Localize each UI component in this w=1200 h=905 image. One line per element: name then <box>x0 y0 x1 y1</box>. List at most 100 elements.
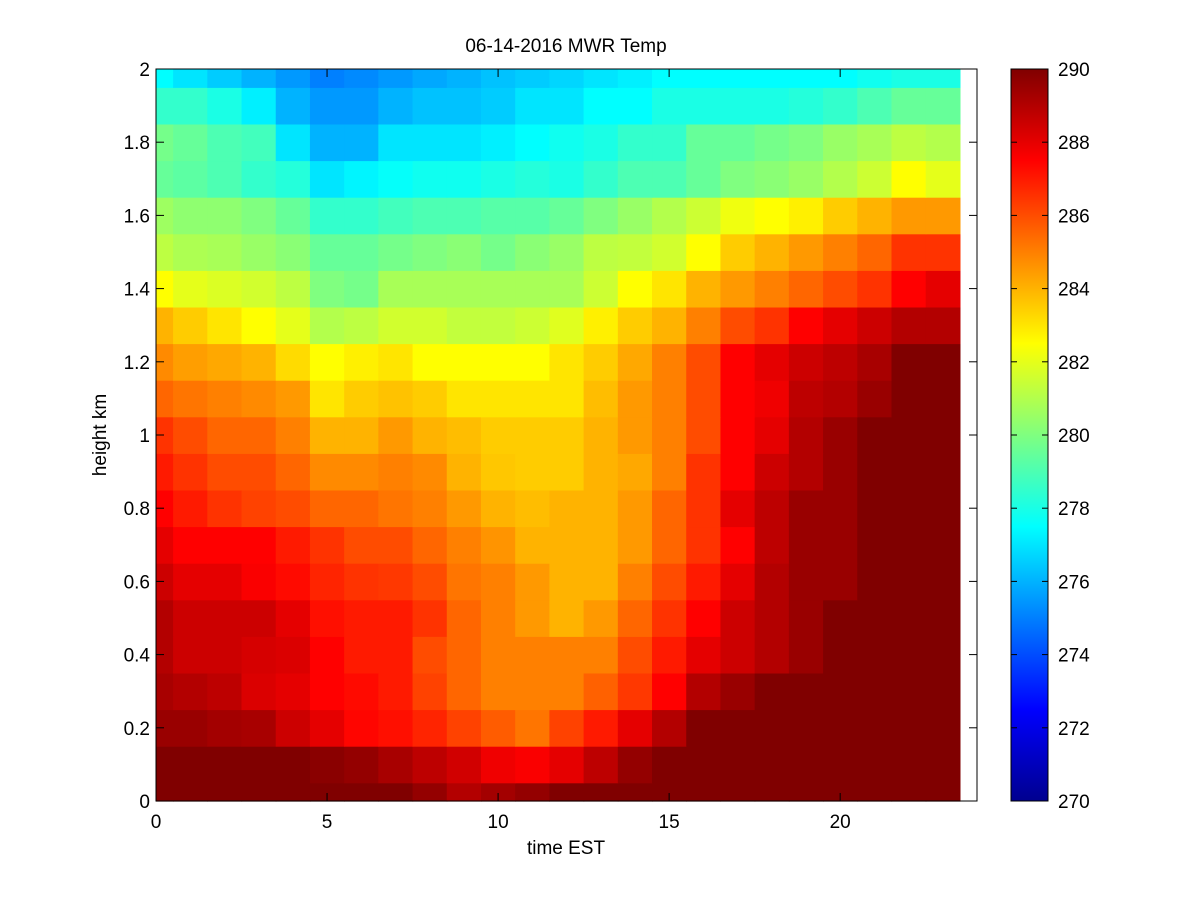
heatmap-cell <box>652 782 687 802</box>
heatmap-cell <box>652 489 687 528</box>
heatmap-cell <box>378 123 414 162</box>
heatmap-cell <box>720 746 756 784</box>
heatmap-cell <box>549 270 585 308</box>
heatmap-cell <box>925 343 961 381</box>
heatmap-cell <box>652 160 687 198</box>
heatmap-cell <box>156 672 174 711</box>
heatmap-cell <box>720 197 756 235</box>
heatmap-cell <box>925 782 961 802</box>
heatmap-cell <box>241 160 277 198</box>
heatmap-cell <box>925 746 961 784</box>
heatmap-cell <box>515 343 550 381</box>
heatmap-cell <box>344 746 379 784</box>
heatmap-cell <box>754 709 790 747</box>
heatmap-cell <box>925 526 961 564</box>
heatmap-cell <box>412 416 448 454</box>
heatmap-cell <box>788 123 824 162</box>
heatmap-cell <box>275 270 311 308</box>
heatmap-cell <box>173 782 208 802</box>
heatmap-cell <box>549 672 585 711</box>
heatmap-cell <box>207 453 243 491</box>
heatmap-cell <box>857 489 893 528</box>
heatmap-cell <box>652 270 687 308</box>
heatmap-cell <box>617 123 653 162</box>
heatmap-cell <box>207 160 243 198</box>
heatmap-cell <box>720 343 756 381</box>
heatmap-cell <box>686 636 722 674</box>
heatmap-cell <box>720 123 756 162</box>
heatmap-cell <box>583 69 619 88</box>
heatmap-cell <box>891 69 927 88</box>
heatmap-cell <box>156 306 174 345</box>
heatmap-cell <box>344 306 379 345</box>
heatmap-cell <box>156 160 174 198</box>
heatmap-cell <box>925 709 961 747</box>
heatmap-cell <box>309 380 345 418</box>
heatmap-cell <box>156 69 174 88</box>
colorbar-tick-label: 278 <box>1058 499 1090 520</box>
y-tick-label: 1.6 <box>124 206 150 227</box>
heatmap-cell <box>617 87 653 125</box>
heatmap-cell <box>754 672 790 711</box>
heatmap-cell <box>173 453 208 491</box>
heatmap-cell <box>446 306 482 345</box>
heatmap-cell <box>480 489 516 528</box>
heatmap-cell <box>344 87 379 125</box>
heatmap-cell <box>583 197 619 235</box>
heatmap-cell <box>857 636 893 674</box>
heatmap-cell <box>480 270 516 308</box>
heatmap-cell <box>754 380 790 418</box>
heatmap-cell <box>788 709 824 747</box>
heatmap-cell <box>515 197 550 235</box>
heatmap-cell <box>823 453 858 491</box>
heatmap-cell <box>412 672 448 711</box>
heatmap-cell <box>720 526 756 564</box>
heatmap-cell <box>823 416 858 454</box>
heatmap-cell <box>617 636 653 674</box>
heatmap-cell <box>891 87 927 125</box>
heatmap-cell <box>652 636 687 674</box>
heatmap-cell <box>788 416 824 454</box>
heatmap-cell <box>309 709 345 747</box>
heatmap-cell <box>925 563 961 601</box>
heatmap-cell <box>446 672 482 711</box>
heatmap-cell <box>275 563 311 601</box>
heatmap-cell <box>515 489 550 528</box>
heatmap-cell <box>156 563 174 601</box>
heatmap-cell <box>857 123 893 162</box>
heatmap-cell <box>788 160 824 198</box>
heatmap-cell <box>241 197 277 235</box>
heatmap-cell <box>241 672 277 711</box>
heatmap-cell <box>344 672 379 711</box>
heatmap-cell <box>823 746 858 784</box>
heatmap-cell <box>549 306 585 345</box>
heatmap-cell <box>823 160 858 198</box>
heatmap-cell <box>583 306 619 345</box>
heatmap-cell <box>652 746 687 784</box>
heatmap-cell <box>857 343 893 381</box>
heatmap-cell <box>823 69 858 88</box>
heatmap-cell <box>891 233 927 271</box>
heatmap-cell <box>754 69 790 88</box>
heatmap-cell <box>788 343 824 381</box>
heatmap-cell <box>652 526 687 564</box>
heatmap-cell <box>480 197 516 235</box>
heatmap-cell <box>891 672 927 711</box>
colorbar-tick-label: 272 <box>1058 719 1090 740</box>
heatmap-cell <box>617 197 653 235</box>
heatmap-cell <box>652 672 687 711</box>
y-tick-label: 0.4 <box>124 646 151 667</box>
heatmap-cell <box>788 746 824 784</box>
heatmap-cell <box>446 69 482 88</box>
heatmap-cell <box>275 197 311 235</box>
heatmap-cell <box>891 599 927 637</box>
heatmap-cell <box>275 453 311 491</box>
heatmap-cell <box>173 746 208 784</box>
heatmap-cell <box>378 69 414 88</box>
heatmap-cell <box>686 233 722 271</box>
heatmap-cell <box>720 453 756 491</box>
colorbar-tick-label: 270 <box>1058 792 1090 813</box>
heatmap-cell <box>309 87 345 125</box>
heatmap-cell <box>583 489 619 528</box>
heatmap-cell <box>378 526 414 564</box>
